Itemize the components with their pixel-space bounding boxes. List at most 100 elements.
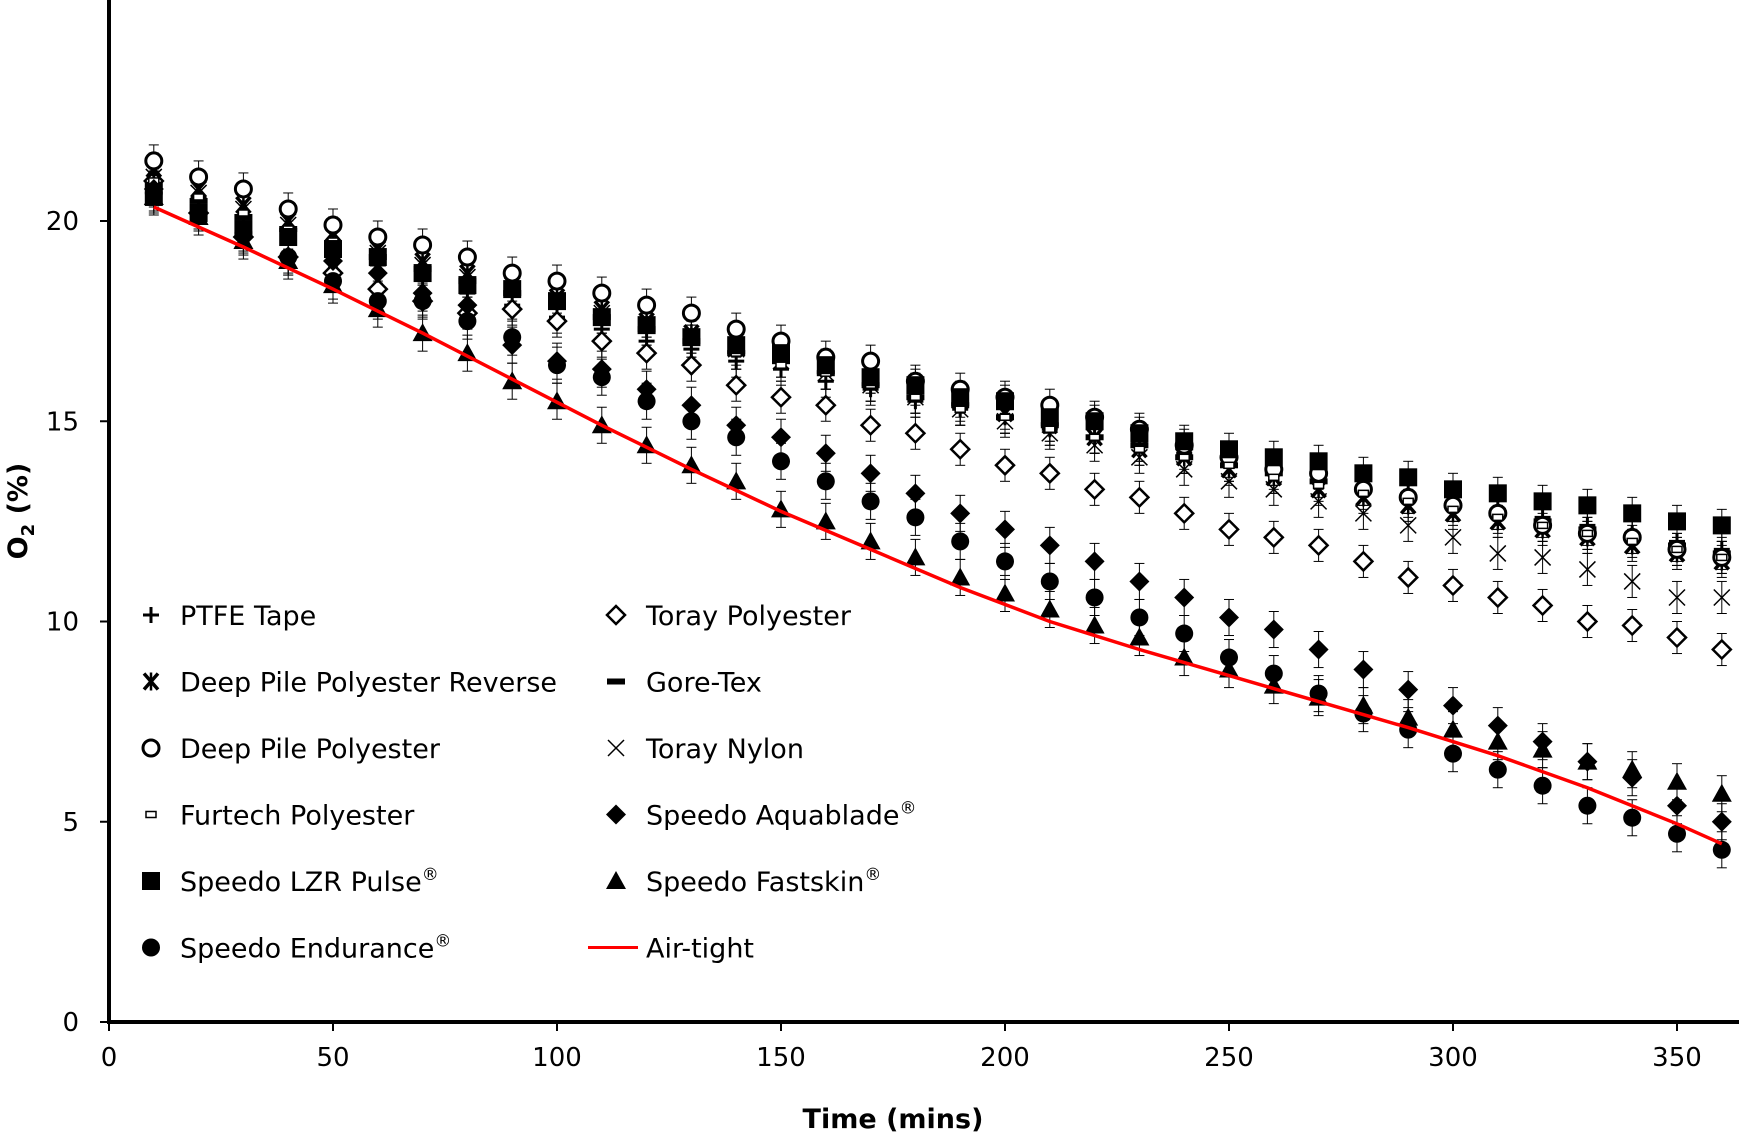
legend-label: Air-tight [646,934,754,965]
y-tick-label: 5 [62,808,79,838]
data-point [1626,537,1638,546]
data-point [1084,551,1105,572]
data-point [950,567,971,586]
data-point [548,292,566,311]
data-point [1536,521,1549,530]
data-point [906,376,925,395]
data-point [1310,492,1328,510]
data-point [1218,518,1240,541]
legend-item: Speedo Endurance® [142,932,451,965]
data-point [1268,473,1280,482]
data-point [1308,639,1329,660]
data-point [995,583,1015,602]
data-point [637,392,656,411]
legend-item: Deep Pile Polyester Reverse [142,668,557,699]
data-point [727,428,746,447]
data-point [457,343,478,362]
legend-label-text: Toray Polyester [645,601,852,632]
y-tick-label: 15 [46,407,79,437]
data-point [1312,481,1325,490]
legend-marker [605,604,627,626]
legend-label-text: PTFE Tape [180,601,316,632]
data-point [681,455,702,474]
data-point [1398,707,1419,726]
legend-item: Toray Polyester [605,601,852,632]
data-point [1353,659,1374,680]
data-point [1130,424,1149,443]
y-axis-title: O2 (%) [3,463,39,560]
legend-marker [142,872,160,890]
data-point [635,342,658,364]
y-tick-label: 20 [46,207,79,237]
axes-layer [107,0,1739,1024]
data-point [1623,808,1642,827]
data-point [144,183,163,202]
data-point [189,167,209,187]
legend-label: Speedo Aquablade® [646,799,916,832]
legend-label-text: Gore-Tex [646,668,762,699]
data-point [682,328,701,347]
data-point [859,414,882,437]
legend-label: Furtech Polyester [180,801,415,832]
data-point [1357,489,1370,498]
data-point [861,492,880,511]
data-point [1085,412,1104,431]
data-point [860,531,881,550]
data-point [909,393,922,401]
data-point [1667,795,1687,816]
data-point [237,209,250,217]
legend-marker [145,810,157,819]
data-point [1578,496,1597,515]
data-point [1581,529,1594,538]
data-point [413,292,432,311]
data-point [1534,548,1552,566]
data-point [1309,684,1328,703]
legend-label: Speedo Fastskin® [646,865,881,898]
x-tick-label: 300 [1428,1043,1478,1073]
data-point [1489,544,1507,562]
legend-item: Speedo LZR Pulse® [142,865,439,898]
data-point [1492,513,1504,522]
data-point [189,197,208,204]
data-point [1668,588,1686,607]
data-point [1443,719,1463,738]
x-tick-label: 100 [532,1043,582,1073]
data-point [1578,560,1596,578]
data-point [860,463,881,484]
legend-item: Deep Pile Polyester [141,734,441,765]
data-point [861,368,880,387]
data-point [1040,408,1059,427]
data-point [861,351,881,371]
x-tick-label: 200 [980,1043,1030,1073]
data-point [234,213,253,220]
data-point [680,354,703,376]
legend-label-text: Deep Pile Polyester [180,734,441,765]
data-point [1309,452,1328,471]
data-point [1352,550,1375,573]
data-points-layer [143,151,1733,859]
data-point [1354,504,1372,522]
data-point [501,298,523,320]
data-point [1397,566,1419,589]
data-point [1444,528,1462,546]
data-point [546,310,568,332]
data-point [1668,824,1686,843]
data-point [192,193,205,201]
data-point [592,283,612,303]
data-point [1713,588,1731,607]
legend-item: Toray Nylon [607,734,804,765]
legend: PTFE Tape Toray Polyester Deep Pile Polyes… [141,601,916,965]
data-point [1133,445,1146,454]
data-point [368,227,388,247]
data-point [951,388,970,407]
data-point [905,547,926,566]
legend-label: Speedo Endurance® [180,932,451,965]
data-point [1129,627,1150,646]
data-point [367,263,388,284]
data-point [368,248,387,267]
data-point [1488,760,1507,779]
data-point [1039,462,1061,485]
data-point [681,395,702,416]
legend-label-text: Speedo Fastskin [646,867,864,898]
legend-label-text: Speedo Endurance [180,934,434,965]
